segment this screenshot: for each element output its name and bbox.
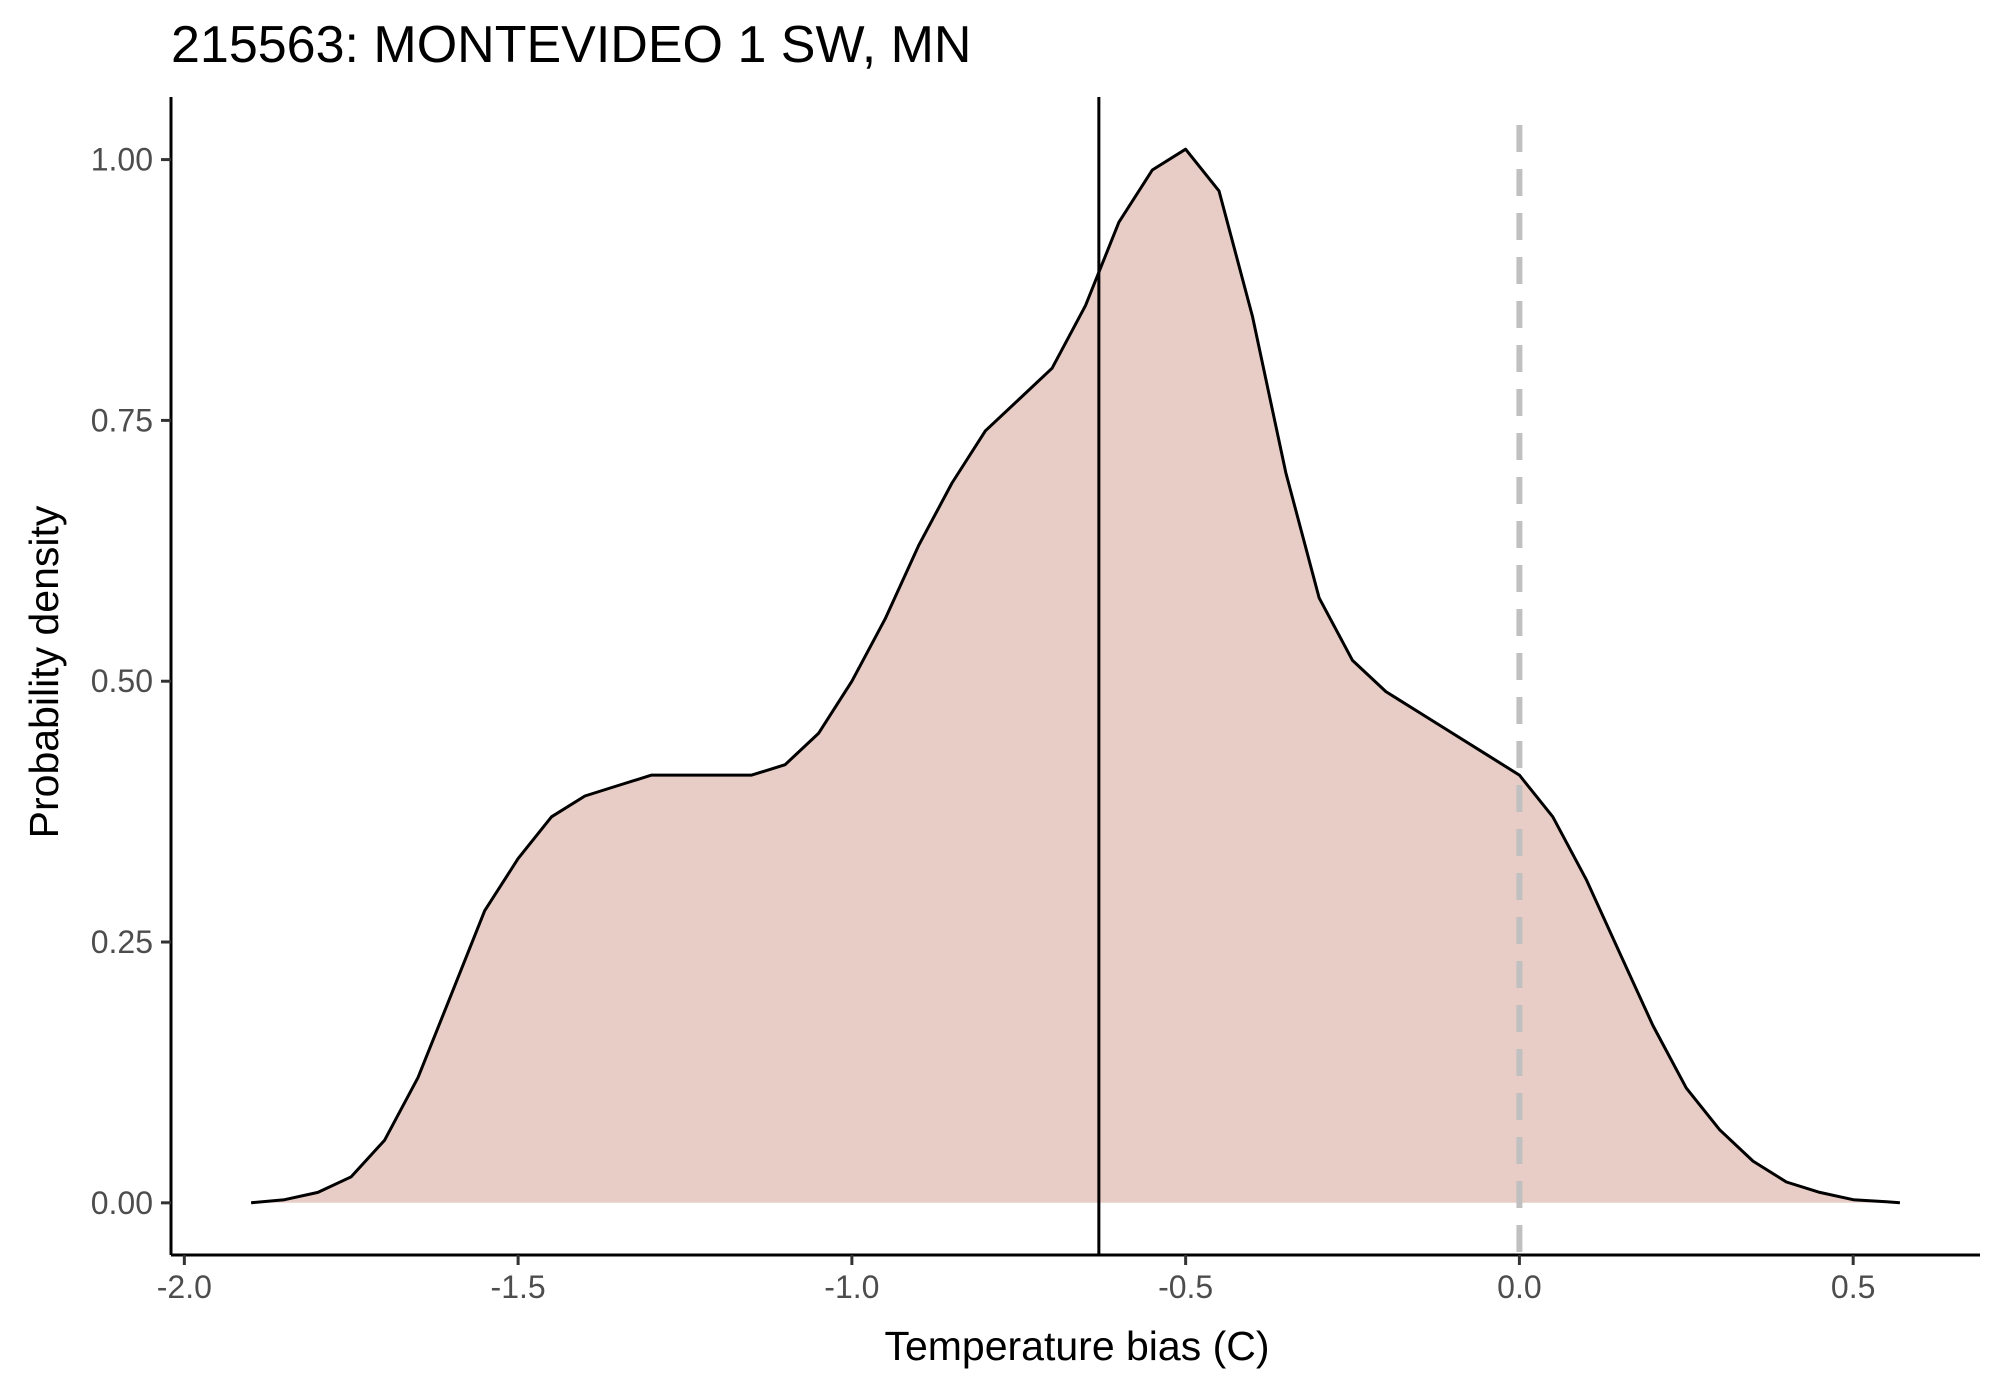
chart-title: 215563: MONTEVIDEO 1 SW, MN (171, 16, 971, 74)
y-tick-label: 1.00 (91, 142, 153, 178)
plot-area (250, 147, 1901, 1205)
x-tick-label: -2.0 (157, 1269, 212, 1305)
x-tick-label: -1.0 (824, 1269, 879, 1305)
y-axis-title: Probability density (21, 505, 67, 838)
x-tick-label: -1.5 (491, 1269, 546, 1305)
x-axis-title: Temperature bias (C) (884, 1323, 1269, 1369)
x-tick-label: 0.5 (1831, 1269, 1875, 1305)
x-tick-label: -0.5 (1158, 1269, 1213, 1305)
density-line (250, 147, 1901, 1205)
x-tick-label: 0.0 (1497, 1269, 1541, 1305)
y-tick-label: 0.00 (91, 1185, 153, 1221)
y-tick-label: 0.75 (91, 402, 153, 438)
density-fill (251, 149, 1900, 1203)
axes: -2.0 -1.5 -1.0 -0.5 0.0 0.5 0.00 0.25 0.50 0.75 1.… (91, 97, 1980, 1305)
y-tick-label: 0.50 (91, 663, 153, 699)
reference-lines (1097, 97, 1523, 1255)
y-tick-label: 0.25 (91, 924, 153, 960)
